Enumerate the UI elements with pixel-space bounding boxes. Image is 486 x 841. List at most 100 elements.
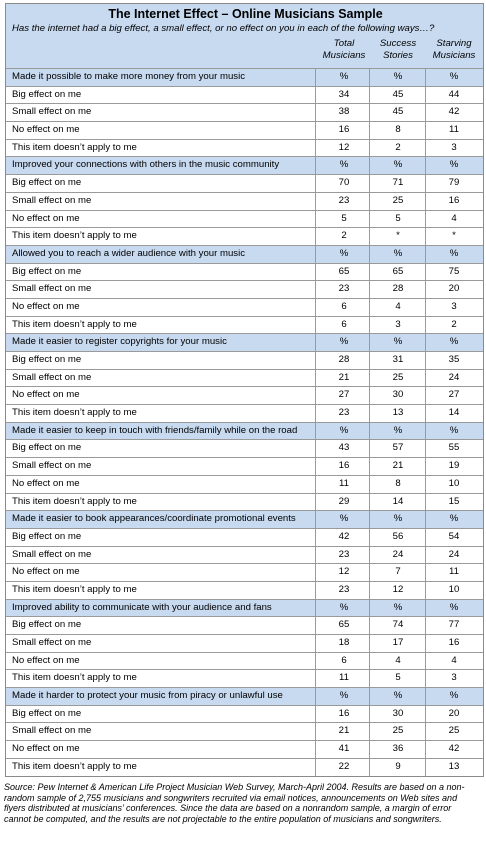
value-success-stories: 74 bbox=[392, 619, 404, 631]
value-starving-musicians: 24 bbox=[448, 548, 460, 560]
value-success-stories: 9 bbox=[395, 760, 401, 772]
table-row: This item doesn’t apply to me 6 3 2 bbox=[6, 315, 483, 334]
value-starving-musicians: 79 bbox=[448, 177, 460, 189]
value-total-musicians: 34 bbox=[338, 88, 350, 100]
table-row: This item doesn’t apply to me 11 5 3 bbox=[6, 669, 483, 687]
table-row: No effect on me 41 36 42 bbox=[6, 740, 483, 758]
row-label: No effect on me bbox=[12, 654, 80, 666]
value-total-musicians: 12 bbox=[338, 141, 350, 153]
value-success-stories: 25 bbox=[392, 371, 404, 383]
column-header-total-musicians: Total Musicians bbox=[322, 38, 366, 61]
value-success-stories: 24 bbox=[392, 548, 404, 560]
value-total-musicians: 5 bbox=[341, 212, 347, 224]
unit-total-musicians: % bbox=[339, 690, 349, 702]
row-label: No effect on me bbox=[12, 743, 80, 755]
row-label: This item doesn’t apply to me bbox=[12, 318, 137, 330]
table-row: No effect on me 12 7 11 bbox=[6, 563, 483, 581]
value-success-stories: 4 bbox=[395, 300, 401, 312]
value-total-musicians: 27 bbox=[338, 389, 350, 401]
unit-success-stories: % bbox=[393, 336, 403, 348]
column-divider bbox=[315, 68, 316, 776]
value-starving-musicians: 4 bbox=[451, 212, 457, 224]
value-total-musicians: 28 bbox=[338, 354, 350, 365]
section-heading-row: Allowed you to reach a wider audience wi… bbox=[6, 244, 483, 263]
row-label: This item doesn’t apply to me bbox=[12, 141, 137, 153]
value-starving-musicians: 20 bbox=[448, 283, 460, 295]
row-label: Big effect on me bbox=[12, 619, 82, 631]
unit-total-musicians: % bbox=[339, 424, 349, 436]
section-heading-row: Made it easier to book appearances/coord… bbox=[6, 510, 483, 528]
row-label: This item doesn’t apply to me bbox=[12, 672, 137, 684]
column-header-success-stories: Success Stories bbox=[379, 38, 417, 61]
row-label: This item doesn’t apply to me bbox=[12, 583, 137, 595]
value-starving-musicians: 42 bbox=[448, 743, 460, 755]
section-heading: Made it easier to book appearances/coord… bbox=[12, 513, 296, 525]
value-starving-musicians: 3 bbox=[451, 672, 457, 684]
value-total-musicians: 29 bbox=[338, 495, 350, 507]
section-heading-row: Made it harder to protect your music fro… bbox=[6, 687, 483, 705]
value-starving-musicians: 35 bbox=[448, 354, 460, 365]
value-total-musicians: 6 bbox=[341, 300, 347, 312]
value-starving-musicians: 44 bbox=[448, 88, 460, 100]
value-success-stories: 45 bbox=[392, 106, 404, 118]
row-label: No effect on me bbox=[12, 300, 80, 312]
value-total-musicians: 43 bbox=[338, 442, 350, 454]
value-total-musicians: 23 bbox=[338, 283, 350, 295]
column-divider bbox=[425, 68, 426, 776]
unit-success-stories: % bbox=[393, 690, 403, 702]
row-label: Big effect on me bbox=[12, 442, 82, 454]
row-label: This item doesn’t apply to me bbox=[12, 760, 137, 772]
value-total-musicians: 6 bbox=[341, 654, 347, 666]
row-label: This item doesn’t apply to me bbox=[12, 230, 137, 242]
value-success-stories: 30 bbox=[392, 707, 404, 719]
table-row: Small effect on me 21 25 25 bbox=[6, 722, 483, 740]
value-success-stories: 7 bbox=[395, 566, 401, 578]
section-heading: Improved ability to communicate with you… bbox=[12, 601, 272, 613]
row-label: This item doesn’t apply to me bbox=[12, 407, 137, 419]
table-title: The Internet Effect – Online Musicians S… bbox=[108, 7, 383, 21]
table-row: Big effect on me 16 30 20 bbox=[6, 704, 483, 723]
row-label: Small effect on me bbox=[12, 460, 92, 472]
row-label: No effect on me bbox=[12, 389, 80, 401]
row-label: Small effect on me bbox=[12, 371, 92, 383]
table-row: No effect on me 11 8 10 bbox=[6, 474, 483, 493]
unit-total-musicians: % bbox=[339, 159, 349, 171]
value-success-stories: 5 bbox=[395, 672, 401, 684]
unit-total-musicians: % bbox=[339, 247, 349, 259]
section-heading-row: Improved your connections with others in… bbox=[6, 156, 483, 175]
value-total-musicians: 22 bbox=[338, 760, 350, 772]
row-label: No effect on me bbox=[12, 212, 80, 224]
section-heading-row: Improved ability to communicate with you… bbox=[6, 598, 483, 617]
value-success-stories: 36 bbox=[392, 743, 404, 755]
value-starving-musicians: 13 bbox=[448, 760, 460, 772]
table-row: This item doesn’t apply to me 23 13 14 bbox=[6, 404, 483, 422]
value-starving-musicians: 75 bbox=[448, 265, 460, 277]
value-total-musicians: 16 bbox=[338, 124, 350, 136]
section-heading-row: Made it easier to register copyrights fo… bbox=[6, 333, 483, 351]
value-starving-musicians: 19 bbox=[448, 460, 460, 472]
value-starving-musicians: 27 bbox=[448, 389, 460, 401]
value-success-stories: 45 bbox=[392, 88, 404, 100]
unit-starving-musicians: % bbox=[449, 601, 459, 613]
value-starving-musicians: 24 bbox=[448, 371, 460, 383]
unit-total-musicians: % bbox=[339, 601, 349, 613]
table-row: This item doesn’t apply to me 12 2 3 bbox=[6, 138, 483, 157]
value-success-stories: 14 bbox=[392, 495, 404, 507]
section-heading-row: Made it possible to make more money from… bbox=[6, 68, 483, 86]
value-total-musicians: 23 bbox=[338, 194, 350, 206]
row-label: Big effect on me bbox=[12, 265, 82, 277]
unit-starving-musicians: % bbox=[449, 690, 459, 702]
section-heading: Made it easier to keep in touch with fri… bbox=[12, 424, 298, 436]
unit-success-stories: % bbox=[393, 159, 403, 171]
row-label: No effect on me bbox=[12, 124, 80, 136]
table-row: Small effect on me 23 28 20 bbox=[6, 280, 483, 298]
table-header: The Internet Effect – Online Musicians S… bbox=[6, 4, 483, 68]
table-row: Big effect on me 65 74 77 bbox=[6, 616, 483, 634]
column-divider bbox=[369, 68, 370, 776]
value-success-stories: 65 bbox=[392, 265, 404, 277]
table-row: This item doesn’t apply to me 2 * * bbox=[6, 227, 483, 245]
unit-total-musicians: % bbox=[339, 71, 349, 82]
unit-starving-musicians: % bbox=[449, 424, 459, 436]
value-total-musicians: 23 bbox=[338, 407, 350, 419]
value-total-musicians: 70 bbox=[338, 177, 350, 189]
